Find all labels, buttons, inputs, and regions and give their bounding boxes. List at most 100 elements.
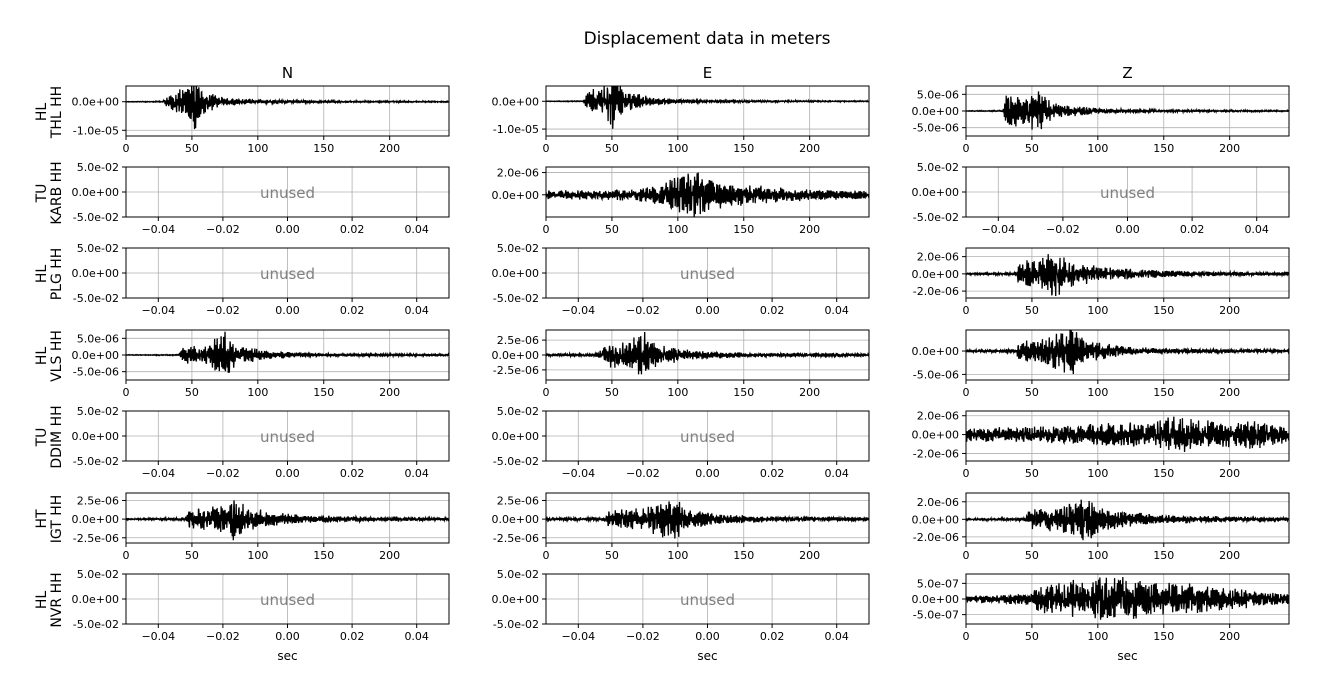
x-tick-label: 150 [733, 549, 754, 562]
x-tick-label: 0 [543, 223, 550, 236]
x-tick-label: −0.02 [626, 467, 660, 480]
x-tick-label: 150 [1153, 549, 1174, 562]
y-tick-label: 0.0e+00 [492, 593, 539, 606]
y-tick-label: 0.0e+00 [912, 593, 959, 606]
unused-label: unused [680, 428, 735, 446]
y-tick-label: -5.0e-02 [73, 211, 119, 224]
x-tick-label: 150 [313, 142, 334, 155]
y-tick-label: 5.0e-02 [77, 242, 119, 255]
y-tick-label: 0.0e+00 [72, 593, 119, 606]
column-title-n: N [282, 64, 293, 82]
row-network-label: HL [34, 103, 50, 122]
x-tick-label: 0.00 [695, 304, 720, 317]
x-tick-label: 100 [247, 549, 268, 562]
x-tick-label: 150 [1153, 142, 1174, 155]
y-tick-label: -5.0e-02 [493, 618, 539, 631]
y-tick-label: 0.0e+00 [492, 430, 539, 443]
row-station-label: VLS HH [49, 330, 65, 382]
panel-5-n: 0 50 100 150 200 2.5e-06 0.0e+00 -2.5e-06 [72, 492, 450, 562]
x-tick-label: 200 [799, 386, 820, 399]
x-tick-label: 0 [963, 304, 970, 317]
unused-label: unused [680, 591, 735, 609]
panel-2-z: 0 50 100 150 200 2.0e-06 0.0e+00 -2.0e-06 [912, 247, 1290, 317]
x-tick-label: 50 [605, 549, 619, 562]
x-tick-label: −0.02 [206, 223, 240, 236]
x-tick-label: 100 [1087, 304, 1108, 317]
x-tick-label: 0.02 [340, 223, 365, 236]
x-tick-label: 50 [605, 223, 619, 236]
panel-0-z: 0 50 100 150 200 5.0e-06 0.0e+00 -5.0e-06 [912, 85, 1290, 155]
y-tick-label: 2.5e-06 [497, 494, 539, 507]
y-tick-label: -1.0e-05 [493, 123, 539, 136]
x-tick-label: 100 [667, 223, 688, 236]
panel-3-e: 0 50 100 150 200 2.5e-06 0.0e+00 -2.5e-06 [492, 329, 870, 399]
x-tick-label: 50 [1025, 630, 1039, 643]
y-tick-label: -5.0e-06 [73, 366, 119, 379]
row-label-1: TU KARB HH [34, 161, 65, 224]
y-tick-label: -5.0e-06 [913, 122, 959, 135]
row-network-label: HL [34, 347, 50, 366]
y-tick-label: 0.0e+00 [72, 186, 119, 199]
x-tick-label: −0.02 [1046, 223, 1080, 236]
panel-3-z: 0 50 100 150 200 0.0e+00 -5.0e-06 [912, 329, 1290, 399]
y-tick-label: 0.0e+00 [492, 267, 539, 280]
trace-line [126, 500, 449, 541]
axes-frame [125, 492, 450, 544]
y-tick-label: -2.0e-06 [913, 447, 959, 460]
x-tick-label: −0.02 [206, 467, 240, 480]
row-station-label: PLG HH [49, 248, 65, 301]
trace-line [546, 86, 869, 129]
row-station-label: THL HH [49, 86, 65, 139]
trace-line [966, 330, 1289, 375]
y-tick-label: -5.0e-02 [73, 618, 119, 631]
y-tick-label: 0.0e+00 [912, 429, 959, 442]
row-label-2: HL PLG HH [34, 248, 65, 301]
x-tick-label: −0.02 [206, 304, 240, 317]
x-tick-label: 50 [185, 386, 199, 399]
x-tick-label: 0.04 [404, 467, 429, 480]
x-tick-label: 200 [1219, 549, 1240, 562]
y-tick-label: -2.5e-06 [493, 364, 539, 377]
y-tick-label: 0.0e+00 [72, 349, 119, 362]
y-tick-label: 0.0e+00 [492, 189, 539, 202]
x-tick-label: 200 [799, 142, 820, 155]
trace-line [546, 501, 869, 539]
panel-2-e: unused −0.04 −0.02 0.00 0.02 0.04 5.0e-02 0.0e+… [492, 242, 870, 317]
x-tick-label: 200 [1219, 630, 1240, 643]
x-tick-label: 0 [123, 142, 130, 155]
y-tick-label: -1.0e-05 [73, 124, 119, 137]
x-tick-label: 0.04 [404, 304, 429, 317]
y-tick-label: 2.5e-06 [497, 334, 539, 347]
x-tick-label: 150 [733, 223, 754, 236]
panel-6-n: unused −0.04 −0.02 0.00 0.02 0.04 5.0e-02 0.0e+… [72, 568, 450, 643]
y-tick-label: 0.0e+00 [492, 513, 539, 526]
x-tick-label: 200 [1219, 467, 1240, 480]
x-tick-label: 50 [1025, 304, 1039, 317]
panel-4-z: 0 50 100 150 200 2.0e-06 0.0e+00 -2.0e-06 [912, 410, 1290, 480]
x-tick-label: 100 [667, 142, 688, 155]
y-tick-label: -5.0e-02 [913, 211, 959, 224]
y-tick-label: -2.0e-06 [913, 531, 959, 544]
x-tick-label: 0 [123, 549, 130, 562]
y-tick-label: -5.0e-02 [73, 455, 119, 468]
panel-0-n: 0 50 100 150 200 0.0e+00 -1.0e-05 [72, 85, 450, 155]
y-tick-label: 0.0e+00 [912, 105, 959, 118]
axes-frame [545, 166, 870, 218]
x-tick-label: 0 [543, 142, 550, 155]
y-tick-label: 0.0e+00 [72, 96, 119, 109]
row-label-0: HL THL HH [34, 86, 65, 139]
x-tick-label: −0.04 [141, 223, 175, 236]
row-station-label: KARB HH [49, 161, 65, 224]
x-tick-label: 0.02 [340, 467, 365, 480]
axes-frame [965, 492, 1290, 544]
x-tick-label: 0 [963, 386, 970, 399]
x-tick-label: 0.02 [760, 467, 785, 480]
x-tick-label: 150 [313, 549, 334, 562]
row-network-label: TU [34, 184, 50, 204]
y-tick-label: -2.5e-06 [73, 532, 119, 545]
panel-1-n: unused −0.04 −0.02 0.00 0.02 0.04 5.0e-02 0.0e+… [72, 161, 450, 236]
x-tick-label: 0.02 [340, 304, 365, 317]
row-network-label: HT [34, 509, 50, 529]
x-tick-label: −0.04 [141, 304, 175, 317]
